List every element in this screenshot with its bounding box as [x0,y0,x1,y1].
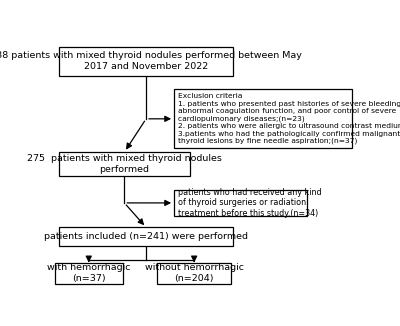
Text: with hemorrhagic
(n=37): with hemorrhagic (n=37) [47,263,130,283]
Text: patients included (n=241) were performed: patients included (n=241) were performed [44,232,248,241]
FancyBboxPatch shape [174,190,307,216]
Text: without hemorrhagic
(n=204): without hemorrhagic (n=204) [145,263,244,283]
FancyBboxPatch shape [55,262,123,284]
FancyBboxPatch shape [59,47,233,76]
Text: patients who had received any kind
of thyroid surgeries or radiation
treatment b: patients who had received any kind of th… [178,188,321,218]
FancyBboxPatch shape [157,262,231,284]
Text: 275  patients with mixed thyroid nodules
performed: 275 patients with mixed thyroid nodules … [27,154,222,174]
Text: 338 patients with mixed thyroid nodules performed between May
2017 and November : 338 patients with mixed thyroid nodules … [0,51,302,71]
Text: Exclusion criteria
1. patients who presented past histories of severe bleeding t: Exclusion criteria 1. patients who prese… [178,93,400,144]
FancyBboxPatch shape [59,152,190,176]
FancyBboxPatch shape [59,228,233,246]
FancyBboxPatch shape [174,89,352,148]
